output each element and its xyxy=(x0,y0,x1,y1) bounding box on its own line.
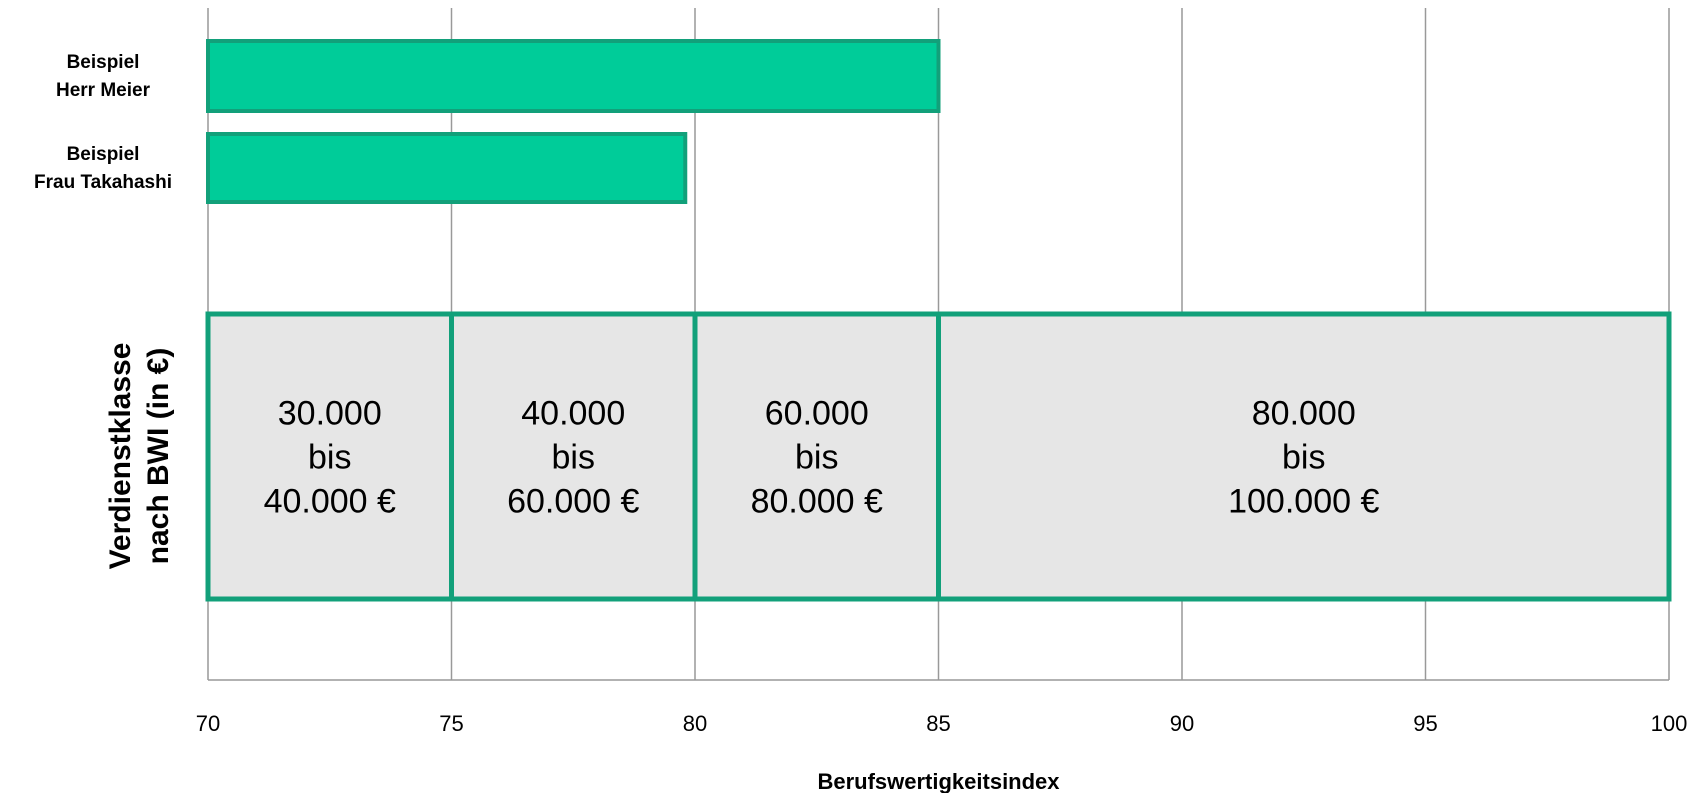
x-tick-label: 85 xyxy=(926,711,950,736)
band-label: 60.000 € xyxy=(507,483,639,521)
band xyxy=(936,311,1672,602)
y-axis-title: nach BWI (in €) xyxy=(142,348,175,565)
bar xyxy=(206,39,941,113)
band xyxy=(205,311,454,602)
y-axis-title: Verdienstklasse xyxy=(104,343,137,570)
band-label: 40.000 € xyxy=(264,483,396,521)
x-tick-label: 80 xyxy=(683,711,707,736)
category-label: Beispiel xyxy=(67,144,140,165)
x-tick-label: 70 xyxy=(196,711,220,736)
x-tick-label: 95 xyxy=(1413,711,1437,736)
category-label: Herr Meier xyxy=(56,80,151,101)
band-label: bis xyxy=(795,439,838,477)
band-label: bis xyxy=(552,439,595,477)
x-tick-label: 100 xyxy=(1651,711,1688,736)
x-tick-label: 75 xyxy=(439,711,463,736)
x-tick-label: 90 xyxy=(1170,711,1194,736)
category-label: Frau Takahashi xyxy=(34,172,172,193)
bar xyxy=(206,132,688,204)
category-label: Beispiel xyxy=(67,52,140,73)
band-label: 80.000 xyxy=(1252,395,1356,433)
band-label: 100.000 € xyxy=(1228,483,1379,521)
band-label: bis xyxy=(308,439,351,477)
band-label: 40.000 xyxy=(521,395,625,433)
x-axis-title: Berufswertigkeitsindex xyxy=(817,769,1060,793)
band-label: 60.000 xyxy=(765,395,869,433)
band-label: 30.000 xyxy=(278,395,382,433)
band-label: bis xyxy=(1282,439,1325,477)
band xyxy=(449,311,698,602)
band-label: 80.000 € xyxy=(751,483,883,521)
